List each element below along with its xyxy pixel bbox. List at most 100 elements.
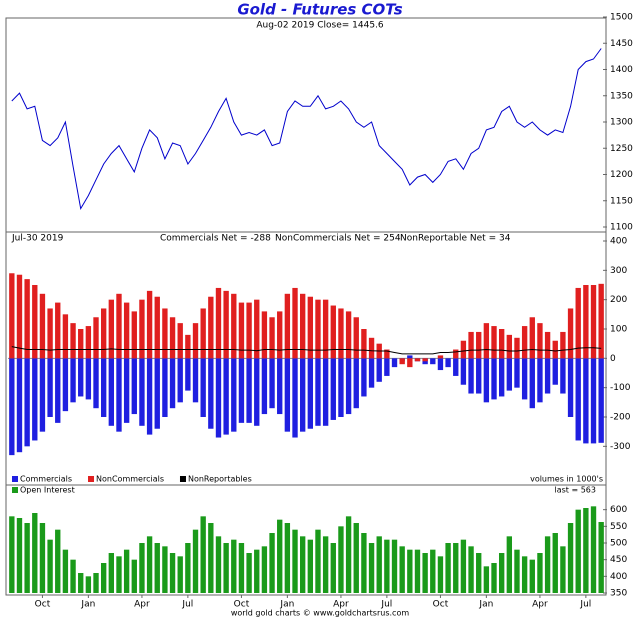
bar [338, 526, 344, 593]
bar [330, 543, 336, 593]
bar [39, 523, 46, 593]
bar [460, 358, 467, 385]
y-tick-label: 400 [610, 572, 627, 582]
bar [567, 358, 574, 417]
bar [246, 358, 252, 423]
bar [261, 546, 268, 593]
bar [32, 285, 38, 359]
bar [590, 285, 597, 359]
bar [391, 358, 398, 368]
bar [39, 358, 46, 432]
bar [123, 302, 130, 359]
bar [215, 536, 222, 593]
bar [299, 293, 306, 359]
bar [537, 553, 543, 593]
bar [391, 539, 398, 593]
bar [139, 358, 145, 426]
bar [460, 340, 467, 359]
bar [506, 334, 513, 359]
bar [384, 349, 390, 359]
bar [277, 519, 283, 593]
bar [78, 358, 84, 397]
y-tick-label: 300 [610, 266, 627, 276]
bar [368, 358, 375, 388]
bar [292, 358, 298, 438]
bar [254, 549, 260, 593]
bar [116, 556, 122, 593]
y-tick-label: -100 [610, 383, 631, 393]
bar [330, 305, 336, 359]
bar [277, 358, 283, 415]
annotation: NonReportable Net = 34 [400, 234, 511, 244]
bar [476, 358, 482, 394]
y-tick-label: 550 [610, 522, 627, 532]
bar [231, 539, 237, 593]
bar [437, 355, 444, 359]
bar [16, 274, 23, 359]
bar [70, 358, 76, 403]
legend-swatch [12, 476, 18, 482]
bar [476, 331, 482, 359]
y-tick-label: 400 [610, 237, 627, 247]
y-tick-label: 1300 [610, 118, 633, 128]
bar [552, 340, 558, 359]
x-tick-label: Apr [532, 600, 548, 610]
bar [78, 573, 84, 593]
bar [437, 358, 444, 371]
bar [146, 536, 153, 593]
bar [514, 549, 520, 593]
bar [131, 559, 137, 593]
bar [529, 317, 535, 359]
bar [116, 293, 122, 359]
bar [430, 358, 436, 365]
bar [338, 358, 344, 417]
bar [93, 317, 99, 359]
bar [269, 358, 275, 409]
bar [108, 553, 115, 593]
bar [483, 323, 490, 359]
bar [552, 358, 558, 385]
bar [384, 358, 390, 376]
bar [154, 358, 160, 429]
bar [93, 358, 99, 409]
bar [254, 299, 260, 359]
bar [560, 546, 566, 593]
bar [192, 358, 199, 403]
bar [177, 556, 183, 593]
bar [223, 543, 229, 593]
y-tick-label: 1500 [610, 13, 633, 23]
bar [9, 516, 15, 593]
bar [506, 358, 513, 391]
bar [284, 523, 291, 593]
bar [514, 337, 520, 359]
bar [345, 311, 352, 359]
bar [139, 543, 145, 593]
bar [123, 549, 130, 593]
y-tick-label: -200 [610, 413, 631, 423]
bar [407, 358, 413, 368]
bar [32, 358, 38, 441]
bar [162, 308, 168, 359]
bar [521, 556, 528, 593]
line [11, 346, 602, 355]
bar [131, 358, 137, 415]
bar [353, 523, 359, 593]
bar [200, 516, 206, 593]
bar [468, 331, 474, 359]
bar [24, 358, 30, 447]
bar [24, 523, 30, 593]
legend-swatch [179, 476, 186, 482]
bar [552, 533, 558, 593]
bar [177, 358, 183, 403]
legend-swatch [12, 487, 18, 493]
bar [9, 273, 15, 359]
bar [583, 508, 589, 593]
bar [246, 302, 252, 359]
bar [299, 536, 306, 593]
bar [544, 536, 551, 593]
y-tick-label: -300 [610, 442, 631, 452]
bar [47, 539, 53, 593]
bar [353, 358, 359, 409]
bar [322, 536, 329, 593]
bar [529, 559, 535, 593]
